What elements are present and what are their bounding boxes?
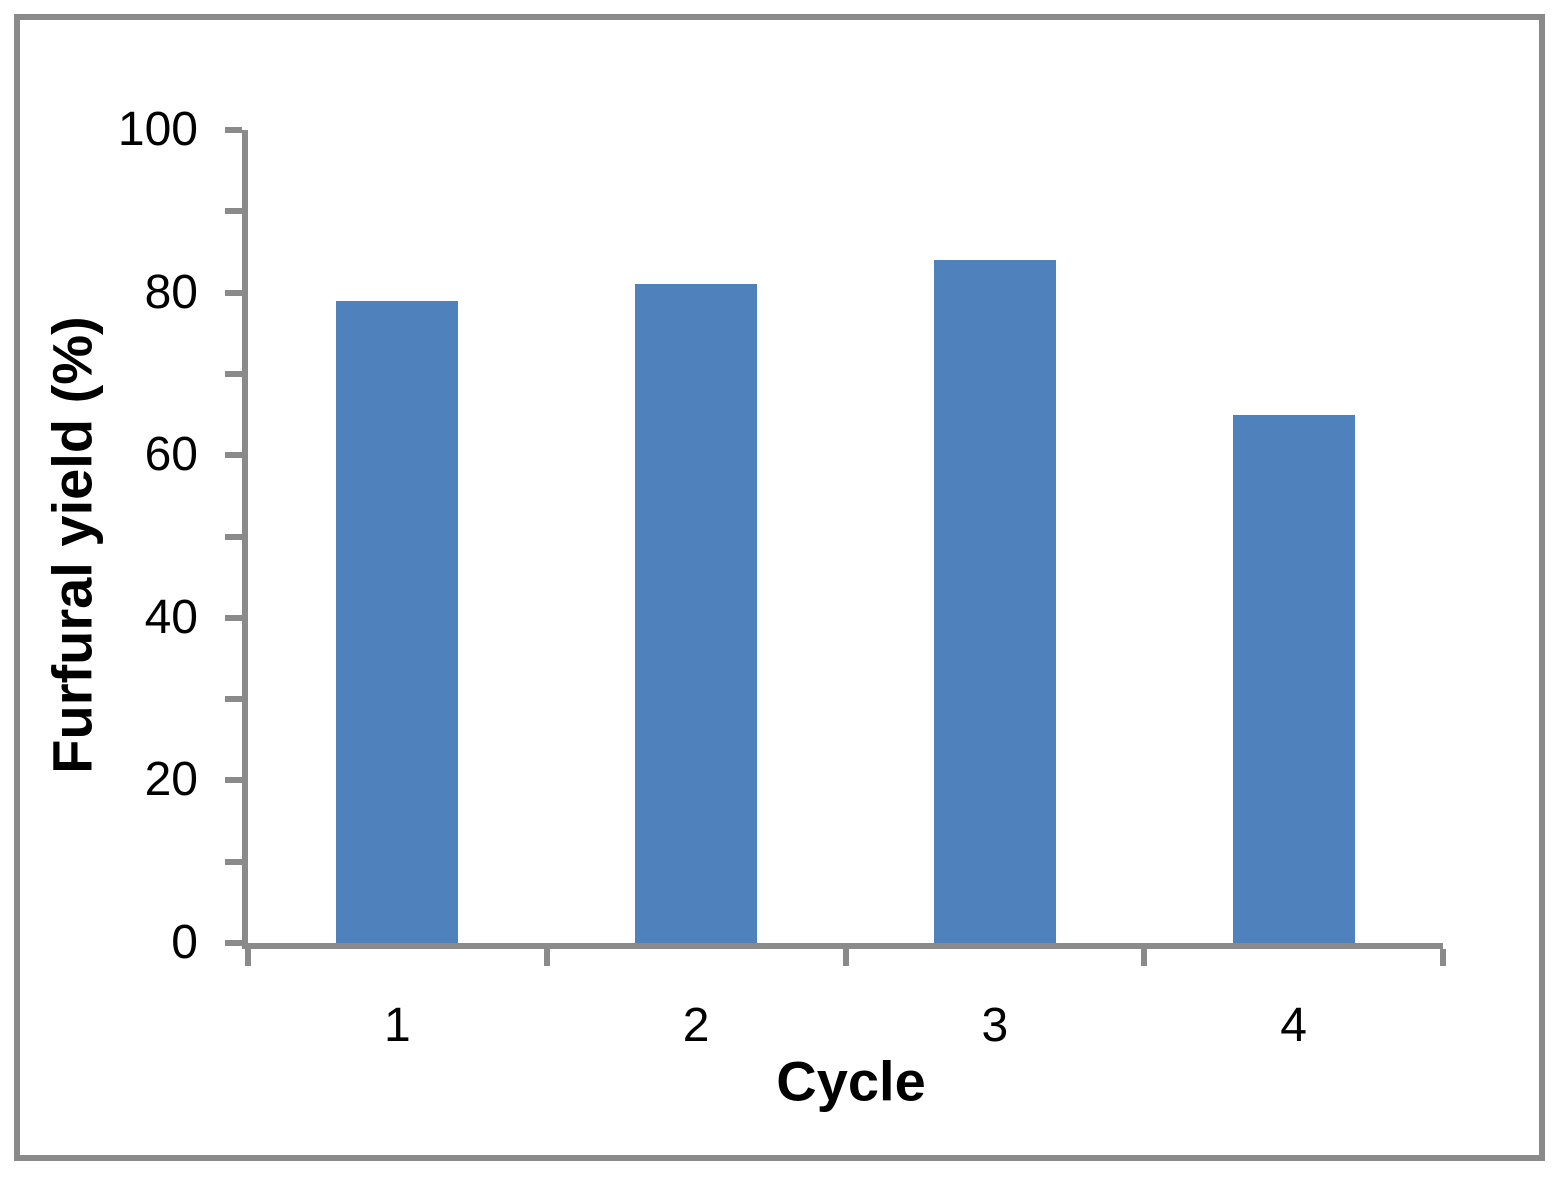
x-axis-tick-label: 1 — [384, 999, 411, 1052]
bar-cycle-3 — [933, 260, 1056, 943]
bar-cycle-1 — [336, 300, 459, 943]
x-axis-title: Cycle — [776, 1049, 926, 1113]
x-axis-tick — [245, 949, 251, 966]
y-axis-tick — [225, 777, 242, 784]
y-axis-tick — [225, 208, 242, 215]
y-axis-tick-label: 20 — [144, 753, 198, 807]
bar-cycle-2 — [635, 284, 758, 943]
y-axis-tick-label: 60 — [144, 428, 198, 482]
y-axis-tick — [225, 696, 242, 703]
x-axis-tick — [842, 949, 849, 966]
x-axis-tick-label: 3 — [981, 999, 1009, 1052]
y-axis-tick-label: 0 — [171, 916, 198, 969]
figure-border-frame — [14, 14, 1545, 1161]
y-axis-tick — [225, 940, 242, 946]
x-axis-tick — [543, 949, 550, 966]
bar-cycle-4 — [1232, 414, 1355, 943]
y-axis-tick — [225, 614, 242, 621]
plot-area: 0 20 40 60 80 100 1 2 3 4 — [118, 104, 1446, 1052]
x-axis-tick-label: 4 — [1280, 999, 1307, 1052]
y-axis-tick — [225, 533, 242, 540]
y-axis-title: Furfural yield (%) — [40, 316, 104, 774]
x-axis-tick-label: 2 — [682, 999, 710, 1052]
y-axis-tick-label: 40 — [144, 590, 198, 644]
y-axis-tick-label: 100 — [117, 103, 198, 156]
y-axis-tick — [225, 370, 242, 377]
y-axis-tick — [225, 127, 242, 133]
y-axis-tick — [225, 452, 242, 459]
y-axis-tick — [225, 858, 242, 865]
x-axis-tick — [1141, 949, 1148, 966]
y-axis-tick — [225, 289, 242, 296]
y-axis-tick-label: 80 — [144, 265, 198, 319]
x-axis-tick — [1440, 949, 1446, 966]
